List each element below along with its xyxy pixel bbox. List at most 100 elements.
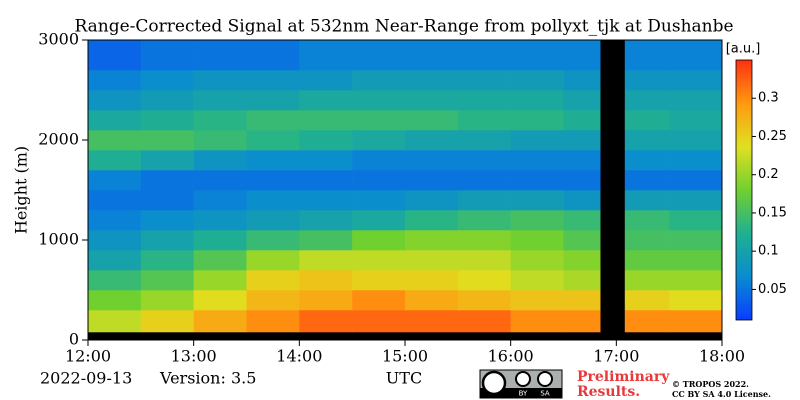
heat-cell bbox=[193, 70, 247, 91]
heat-cell bbox=[563, 210, 601, 231]
heat-cell bbox=[600, 310, 626, 333]
heat-cell bbox=[140, 290, 194, 311]
heat-cell bbox=[510, 150, 564, 171]
heat-cell bbox=[563, 130, 601, 151]
heat-cell bbox=[352, 290, 406, 311]
heat-cell bbox=[457, 110, 511, 131]
heat-cell bbox=[563, 150, 601, 171]
version: Version: 3.5 bbox=[159, 369, 256, 388]
heat-cell bbox=[299, 130, 353, 151]
y-tick-label: 2000 bbox=[38, 130, 79, 149]
heat-cell bbox=[600, 250, 626, 271]
x-tick-label: 15:00 bbox=[382, 347, 428, 366]
heat-cell bbox=[246, 230, 300, 251]
heat-cell bbox=[457, 190, 511, 211]
heat-cell bbox=[669, 270, 723, 291]
heat-cell bbox=[669, 210, 723, 231]
heat-cell bbox=[510, 332, 564, 341]
heat-cell bbox=[246, 332, 300, 341]
heat-cell bbox=[193, 150, 247, 171]
heat-cell bbox=[246, 170, 300, 191]
heat-cell bbox=[600, 290, 626, 311]
colorbar-label: [a.u.] bbox=[726, 42, 761, 57]
heat-cell bbox=[669, 90, 723, 111]
heat-cell bbox=[88, 290, 142, 311]
heat-cell bbox=[457, 90, 511, 111]
heat-cell bbox=[669, 150, 723, 171]
heat-cell bbox=[140, 310, 194, 333]
heat-cell bbox=[669, 190, 723, 211]
y-axis-label: Height (m) bbox=[12, 146, 31, 234]
heat-cell bbox=[624, 332, 670, 341]
heat-cell bbox=[246, 190, 300, 211]
heat-cell bbox=[669, 290, 723, 311]
heatmap bbox=[88, 40, 723, 341]
heat-cell bbox=[140, 70, 194, 91]
heat-cell bbox=[563, 90, 601, 111]
heat-cell bbox=[510, 40, 564, 71]
x-tick-label: 17:00 bbox=[593, 347, 639, 366]
heat-cell bbox=[352, 90, 406, 111]
heat-cell bbox=[510, 250, 564, 271]
heat-cell bbox=[405, 170, 459, 191]
heat-cell bbox=[669, 40, 723, 71]
heat-cell bbox=[405, 270, 459, 291]
cc-icon bbox=[481, 370, 507, 396]
heat-cell bbox=[88, 310, 142, 333]
heat-cell bbox=[299, 170, 353, 191]
copyright: © TROPOS 2022. bbox=[672, 379, 749, 389]
heat-cell bbox=[246, 110, 300, 131]
heat-cell bbox=[405, 110, 459, 131]
heat-cell bbox=[405, 310, 459, 333]
heat-cell bbox=[405, 190, 459, 211]
heat-cell bbox=[193, 230, 247, 251]
heat-cell bbox=[624, 70, 670, 91]
heat-cell bbox=[624, 150, 670, 171]
heat-cell bbox=[352, 250, 406, 271]
heat-cell bbox=[140, 332, 194, 341]
heat-cell bbox=[193, 332, 247, 341]
colorbar-tick-label: 0.2 bbox=[758, 167, 779, 182]
heat-cell bbox=[510, 270, 564, 291]
x-tick-label: 12:00 bbox=[65, 347, 111, 366]
heat-cell bbox=[88, 130, 142, 151]
heat-cell bbox=[299, 210, 353, 231]
heat-cell bbox=[669, 110, 723, 131]
heat-cell bbox=[140, 190, 194, 211]
heat-cell bbox=[299, 90, 353, 111]
heat-cell bbox=[88, 332, 142, 341]
heat-cell bbox=[600, 270, 626, 291]
heat-cell bbox=[299, 250, 353, 271]
heat-cell bbox=[193, 290, 247, 311]
heat-cell bbox=[140, 170, 194, 191]
heat-cell bbox=[457, 70, 511, 91]
heat-cell bbox=[140, 210, 194, 231]
heat-cell bbox=[624, 270, 670, 291]
heat-cell bbox=[669, 170, 723, 191]
preliminary: Preliminary bbox=[577, 369, 670, 385]
heat-cell bbox=[457, 290, 511, 311]
heat-cell bbox=[246, 250, 300, 271]
heat-cell bbox=[193, 40, 247, 71]
heat-cell bbox=[352, 70, 406, 91]
heat-cell bbox=[624, 90, 670, 111]
heat-cell bbox=[510, 130, 564, 151]
copyright: CC BY SA 4.0 License. bbox=[672, 389, 771, 399]
heat-cell bbox=[669, 332, 723, 341]
heat-cell bbox=[563, 332, 601, 341]
y-tick-label: 0 bbox=[69, 330, 79, 349]
heat-cell bbox=[563, 270, 601, 291]
heat-cell bbox=[457, 150, 511, 171]
heat-cell bbox=[405, 90, 459, 111]
heat-cell bbox=[600, 110, 626, 131]
heat-cell bbox=[563, 250, 601, 271]
heat-cell bbox=[193, 90, 247, 111]
heat-cell bbox=[352, 332, 406, 341]
heat-cell bbox=[510, 190, 564, 211]
heat-cell bbox=[299, 40, 353, 71]
heat-cell bbox=[246, 290, 300, 311]
sa-icon bbox=[537, 371, 553, 387]
heat-cell bbox=[140, 270, 194, 291]
heat-cell bbox=[88, 250, 142, 271]
heat-cell bbox=[510, 310, 564, 333]
